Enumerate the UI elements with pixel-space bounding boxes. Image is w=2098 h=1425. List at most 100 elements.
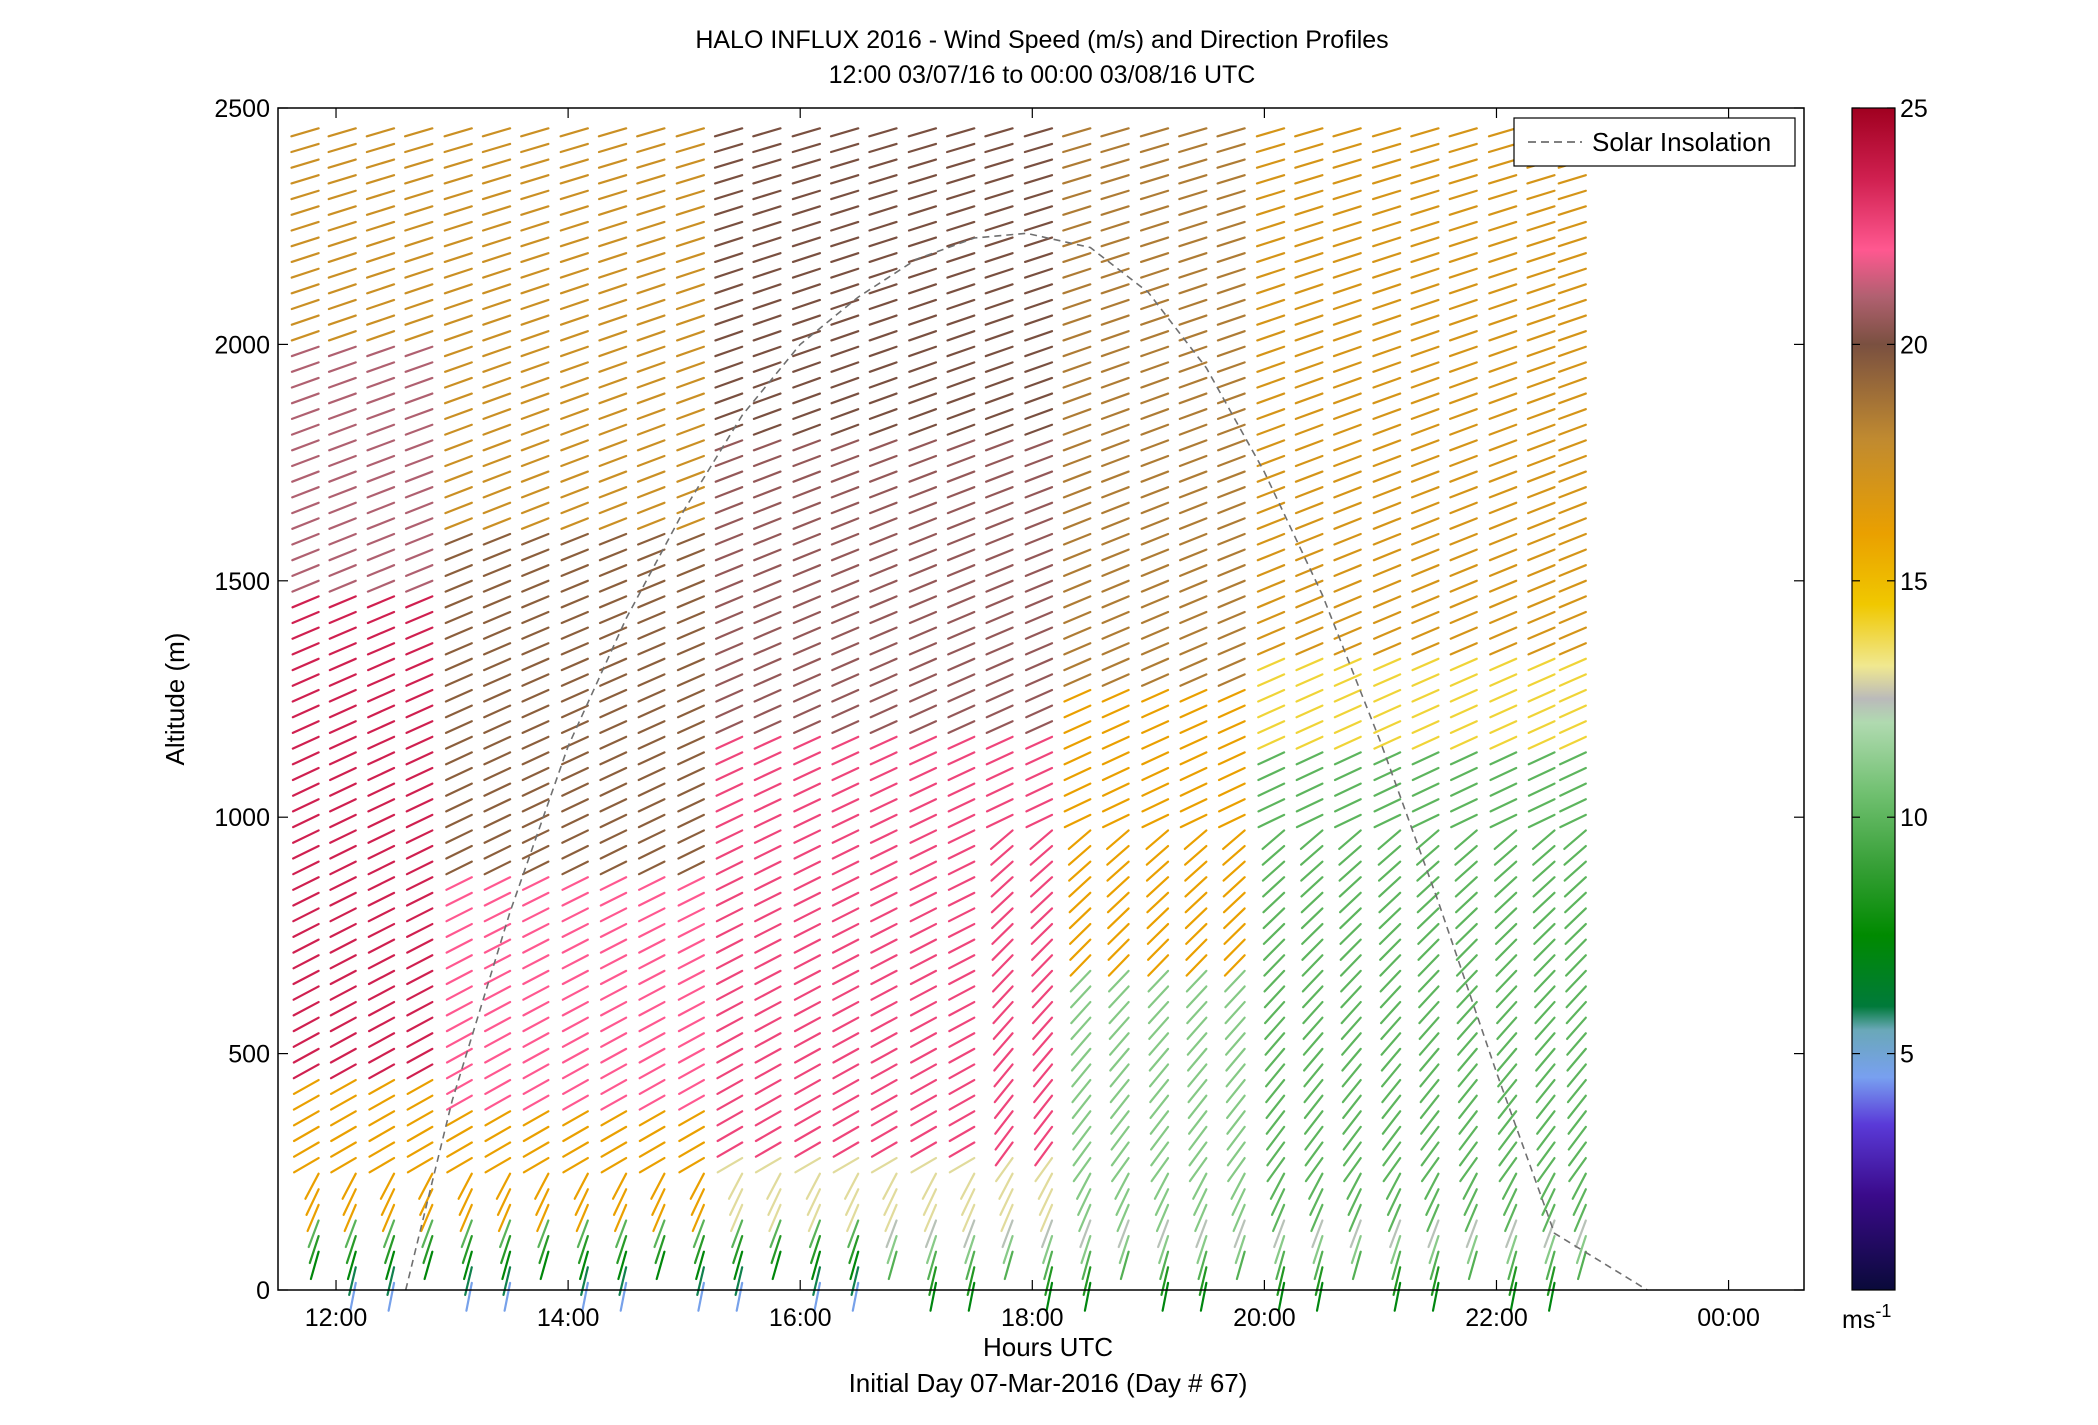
wind-barb	[831, 720, 860, 735]
wind-barb	[753, 532, 782, 546]
wind-barb	[520, 314, 550, 326]
wind-barb	[521, 610, 550, 625]
wind-barb	[293, 1156, 320, 1174]
wind-barb	[1034, 1156, 1054, 1183]
wind-barb	[1140, 376, 1170, 389]
wind-barb	[443, 189, 473, 201]
wind-barb	[1224, 1032, 1246, 1056]
wind-barb	[1410, 501, 1440, 515]
wind-barb	[1449, 657, 1478, 672]
wind-barb	[716, 1078, 744, 1096]
wind-barb	[907, 174, 938, 185]
wind-barb	[365, 205, 396, 216]
wind-barb	[1411, 751, 1440, 766]
wind-barb	[1217, 470, 1246, 483]
wind-barb	[1573, 1203, 1587, 1233]
wind-barb	[1527, 517, 1556, 530]
wind-barb	[1333, 735, 1362, 750]
wind-barb	[599, 798, 628, 813]
wind-barb	[1024, 673, 1054, 687]
wind-barb	[406, 969, 434, 986]
wind-barb	[714, 392, 744, 405]
wind-barb	[831, 735, 860, 750]
wind-barb	[908, 439, 938, 452]
wind-barb	[1410, 376, 1440, 389]
wind-barb	[636, 236, 666, 248]
wind-barb	[1544, 1235, 1556, 1265]
wind-barb	[1338, 860, 1362, 882]
wind-barb	[1526, 236, 1556, 248]
wind-barb	[1419, 1094, 1440, 1120]
wind-barb	[597, 158, 628, 169]
wind-barb	[1416, 907, 1440, 930]
wind-barb	[329, 798, 357, 813]
wind-barb	[791, 298, 822, 311]
wind-barb	[869, 657, 898, 672]
wind-barb	[1563, 844, 1587, 866]
wind-barb	[1179, 688, 1208, 703]
wind-barb	[868, 376, 898, 389]
wind-barb	[1372, 408, 1402, 420]
wind-barb	[522, 1063, 550, 1080]
wind-barb	[909, 860, 938, 876]
solar-insolation-curve	[404, 232, 1648, 1291]
wind-barb	[946, 267, 976, 279]
wind-barb	[290, 127, 320, 138]
wind-barb	[946, 236, 976, 248]
wind-barb	[1255, 127, 1286, 138]
wind-barb	[1040, 1219, 1054, 1249]
wind-barb	[1333, 673, 1362, 687]
wind-barb	[946, 205, 976, 216]
wind-barb	[1100, 314, 1130, 326]
wind-barb	[637, 766, 666, 782]
wind-barb	[520, 376, 550, 389]
wind-barb	[484, 1125, 512, 1143]
wind-barb	[1256, 579, 1286, 593]
wind-barb	[292, 1094, 320, 1111]
wind-barb	[290, 283, 320, 295]
wind-barb	[497, 1203, 512, 1233]
y-tick-label: 2500	[214, 95, 270, 123]
wind-barb	[1295, 579, 1324, 593]
wind-barb	[1377, 829, 1402, 851]
wind-barb	[715, 891, 744, 907]
wind-barb	[1101, 626, 1130, 640]
wind-barb	[1216, 330, 1246, 342]
wind-barb	[444, 735, 473, 750]
wind-barb	[1488, 517, 1518, 530]
wind-barb	[560, 439, 589, 452]
wind-barb	[1192, 1172, 1208, 1200]
wind-barb	[327, 267, 357, 279]
wind-barb	[1566, 1047, 1587, 1072]
wind-barb	[522, 938, 550, 954]
wind-barb	[1557, 314, 1587, 326]
wind-barb	[562, 1125, 589, 1143]
wind-barb	[1333, 720, 1362, 735]
wind-barb	[1063, 642, 1092, 656]
wind-barb	[1178, 205, 1208, 216]
wind-barb	[1217, 548, 1246, 562]
wind-barb	[368, 1047, 396, 1064]
wind-barb	[1140, 283, 1170, 295]
wind-barb	[522, 1110, 550, 1127]
wind-barb	[367, 751, 396, 766]
wind-barb	[367, 720, 396, 735]
wind-barb	[1294, 189, 1324, 201]
wind-barb	[985, 579, 1014, 593]
x-axis: 12:00 14:00 16:00 18:00 20:00 22:00 00:00	[305, 108, 1760, 1332]
wind-barb	[831, 673, 860, 687]
wind-barb	[794, 1110, 822, 1127]
wind-barb	[1411, 673, 1440, 687]
wind-barb	[1527, 688, 1556, 703]
wind-barb	[1033, 1125, 1054, 1151]
wind-barb	[792, 704, 822, 719]
wind-barb	[1410, 408, 1440, 420]
wind-barb	[1372, 439, 1402, 452]
wind-barb	[559, 267, 589, 279]
wind-barb	[869, 704, 898, 719]
wind-barb	[870, 891, 898, 907]
wind-barb	[1178, 392, 1208, 405]
wind-barb	[715, 673, 744, 687]
wind-barb	[446, 1110, 473, 1127]
wind-barb	[328, 751, 357, 766]
